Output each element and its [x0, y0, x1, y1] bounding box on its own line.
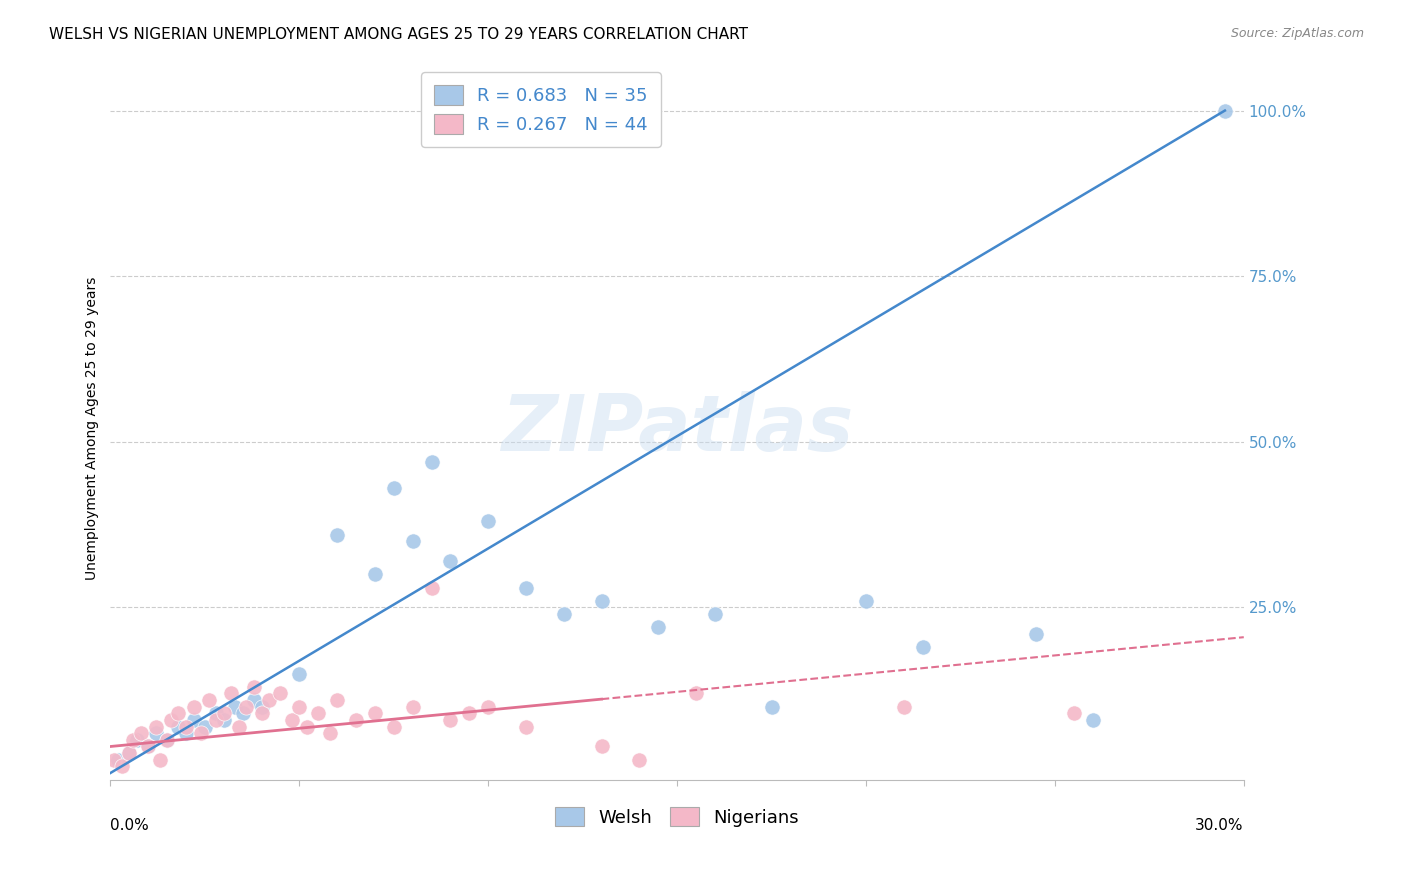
- Point: [118, 746, 141, 760]
- Point: [326, 693, 349, 707]
- Point: [477, 514, 499, 528]
- Text: ZIPatlas: ZIPatlas: [501, 391, 853, 467]
- Point: [439, 713, 461, 727]
- Point: [221, 686, 243, 700]
- Point: [420, 455, 443, 469]
- Point: [190, 726, 212, 740]
- Point: [685, 686, 707, 700]
- Point: [458, 706, 481, 721]
- Point: [183, 713, 205, 727]
- Point: [228, 720, 250, 734]
- Point: [382, 481, 405, 495]
- Point: [257, 693, 280, 707]
- Point: [111, 759, 134, 773]
- Y-axis label: Unemployment Among Ages 25 to 29 years: Unemployment Among Ages 25 to 29 years: [86, 277, 100, 580]
- Point: [103, 753, 125, 767]
- Point: [232, 706, 254, 721]
- Point: [194, 720, 217, 734]
- Point: [318, 726, 340, 740]
- Point: [148, 753, 170, 767]
- Point: [1063, 706, 1085, 721]
- Point: [307, 706, 329, 721]
- Point: [295, 720, 318, 734]
- Point: [591, 593, 613, 607]
- Point: [205, 706, 228, 721]
- Point: [156, 732, 179, 747]
- Point: [212, 706, 235, 721]
- Point: [628, 753, 651, 767]
- Point: [243, 693, 266, 707]
- Point: [136, 739, 159, 754]
- Point: [122, 732, 145, 747]
- Point: [553, 607, 575, 621]
- Point: [197, 693, 219, 707]
- Point: [382, 720, 405, 734]
- Point: [174, 726, 197, 740]
- Point: [420, 581, 443, 595]
- Text: Source: ZipAtlas.com: Source: ZipAtlas.com: [1230, 27, 1364, 40]
- Point: [145, 720, 167, 734]
- Legend: Welsh, Nigerians: Welsh, Nigerians: [548, 799, 807, 834]
- Point: [911, 640, 934, 654]
- Point: [1213, 103, 1236, 118]
- Point: [326, 527, 349, 541]
- Point: [205, 713, 228, 727]
- Point: [107, 753, 129, 767]
- Point: [439, 554, 461, 568]
- Text: 30.0%: 30.0%: [1195, 818, 1244, 833]
- Point: [477, 699, 499, 714]
- Point: [1025, 627, 1047, 641]
- Point: [235, 699, 257, 714]
- Point: [401, 534, 423, 549]
- Point: [156, 732, 179, 747]
- Point: [344, 713, 367, 727]
- Point: [364, 567, 387, 582]
- Point: [212, 713, 235, 727]
- Point: [703, 607, 725, 621]
- Point: [591, 739, 613, 754]
- Point: [224, 699, 246, 714]
- Point: [167, 720, 190, 734]
- Point: [401, 699, 423, 714]
- Point: [288, 666, 311, 681]
- Point: [125, 732, 148, 747]
- Point: [183, 699, 205, 714]
- Point: [250, 706, 273, 721]
- Point: [250, 699, 273, 714]
- Point: [129, 726, 152, 740]
- Point: [288, 699, 311, 714]
- Text: WELSH VS NIGERIAN UNEMPLOYMENT AMONG AGES 25 TO 29 YEARS CORRELATION CHART: WELSH VS NIGERIAN UNEMPLOYMENT AMONG AGE…: [49, 27, 748, 42]
- Point: [281, 713, 304, 727]
- Point: [160, 713, 183, 727]
- Point: [855, 593, 877, 607]
- Point: [269, 686, 291, 700]
- Point: [761, 699, 783, 714]
- Point: [364, 706, 387, 721]
- Point: [145, 726, 167, 740]
- Point: [174, 720, 197, 734]
- Point: [136, 739, 159, 754]
- Point: [167, 706, 190, 721]
- Point: [515, 720, 537, 734]
- Point: [647, 620, 669, 634]
- Point: [118, 746, 141, 760]
- Point: [1081, 713, 1104, 727]
- Point: [893, 699, 915, 714]
- Point: [243, 680, 266, 694]
- Point: [515, 581, 537, 595]
- Text: 0.0%: 0.0%: [111, 818, 149, 833]
